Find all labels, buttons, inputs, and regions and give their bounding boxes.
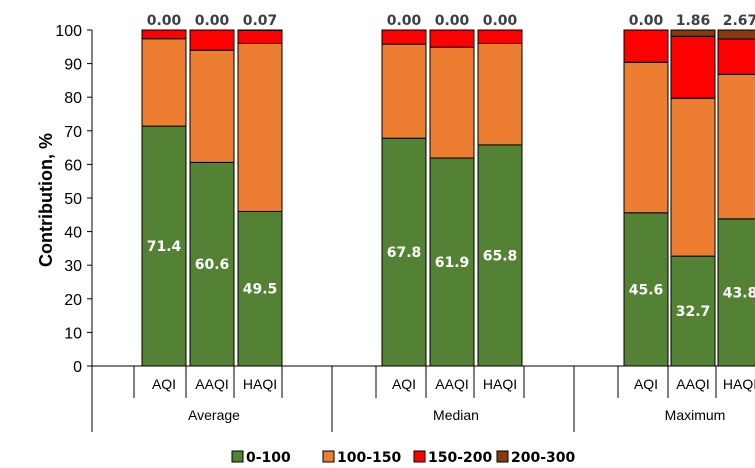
bar-segment-100-150 bbox=[237, 42, 283, 212]
data-label-inner: 32.7 bbox=[676, 304, 711, 320]
x-tick-label: AQI bbox=[392, 376, 416, 392]
bar-segment-100-150 bbox=[623, 61, 669, 214]
y-tick-label: 50 bbox=[64, 191, 82, 208]
bar-segment-150-200 bbox=[623, 29, 669, 63]
x-tick-label: AAQI bbox=[435, 376, 468, 392]
bar-segment-150-200 bbox=[477, 29, 523, 44]
y-axis: 0 10 20 30 40 50 60 70 80 90 100 bbox=[55, 23, 93, 376]
data-label-inner: 65.8 bbox=[483, 248, 518, 264]
data-label-top: 2.67 bbox=[723, 13, 755, 29]
x-tick-label: AAQI bbox=[195, 376, 228, 392]
x-tick-label: AQI bbox=[634, 376, 658, 392]
y-tick-label: 0 bbox=[73, 359, 82, 376]
legend: 0-100 100-150 150-200 200-300 bbox=[231, 450, 576, 466]
data-label-inner: 61.9 bbox=[435, 255, 470, 271]
data-label-inner: 67.8 bbox=[387, 245, 422, 261]
bar-segment-150-200 bbox=[381, 29, 427, 45]
bar-segment-100-150 bbox=[141, 38, 187, 127]
legend-label: 100-150 bbox=[337, 450, 402, 466]
bar-segment-0-100 bbox=[141, 125, 187, 367]
legend-swatch-200-300 bbox=[496, 450, 509, 463]
y-tick-label: 70 bbox=[64, 124, 82, 141]
bar-segment-100-150 bbox=[477, 42, 523, 146]
x-group-label: Average bbox=[188, 407, 240, 423]
legend-swatch-0-100 bbox=[231, 450, 244, 463]
legend-label: 0-100 bbox=[246, 450, 291, 466]
x-tick-label: HAQI bbox=[483, 376, 517, 392]
bar-segment-100-150 bbox=[189, 49, 235, 163]
y-tick-label: 20 bbox=[64, 292, 82, 309]
data-label-top: 0.07 bbox=[243, 13, 278, 29]
bar-segment-150-200 bbox=[429, 29, 475, 48]
bar-segment-200-300 bbox=[670, 29, 716, 37]
y-tick-label: 40 bbox=[64, 225, 82, 242]
bar-segment-100-150 bbox=[670, 97, 716, 257]
x-tick-label: HAQI bbox=[723, 376, 755, 392]
data-labels: 71.4 0.00 60.6 0.00 49.5 0.07 67.8 0.00 61.9 0.00… bbox=[147, 13, 755, 320]
data-label-top: 0.00 bbox=[195, 13, 230, 29]
x-tick-label: AAQI bbox=[676, 376, 709, 392]
bar-segment-150-200 bbox=[189, 29, 235, 51]
y-tick-label: 30 bbox=[64, 258, 82, 275]
legend-swatch-100-150 bbox=[322, 450, 335, 463]
bar-segment-150-200 bbox=[717, 38, 755, 75]
data-label-inner: 43.8 bbox=[723, 285, 755, 301]
bar-segment-150-200 bbox=[141, 29, 187, 40]
data-label-top: 0.00 bbox=[435, 13, 470, 29]
data-label-inner: 71.4 bbox=[147, 239, 182, 255]
legend-swatch-150-200 bbox=[413, 450, 426, 463]
data-label-top: 1.86 bbox=[676, 13, 711, 29]
bar-segment-0-100 bbox=[670, 255, 716, 367]
data-label-top: 0.00 bbox=[629, 13, 664, 29]
data-label-inner: 45.6 bbox=[629, 282, 664, 298]
x-axis: AQI AAQI HAQI AQI AAQI HAQI AQI AAQI HAQIAverage… bbox=[91, 365, 755, 432]
legend-label: 200-300 bbox=[511, 450, 576, 466]
x-tick-label: AQI bbox=[152, 376, 176, 392]
y-tick-label: 100 bbox=[55, 23, 82, 40]
bar-segment-200-300 bbox=[717, 29, 755, 40]
y-tick-label: 90 bbox=[64, 57, 82, 74]
y-tick-label: 80 bbox=[64, 90, 82, 107]
bar-segment-150-200 bbox=[670, 35, 716, 99]
data-label-top: 0.00 bbox=[147, 13, 182, 29]
y-tick-label: 10 bbox=[64, 325, 82, 342]
legend-label: 150-200 bbox=[428, 450, 493, 466]
bar-segment-100-150 bbox=[717, 73, 755, 220]
data-label-top: 0.00 bbox=[387, 13, 422, 29]
x-group-label: Maximum bbox=[665, 407, 726, 423]
y-tick-label: 60 bbox=[64, 157, 82, 174]
bar-segment-0-100 bbox=[623, 212, 669, 367]
bars bbox=[141, 29, 755, 367]
data-label-top: 0.00 bbox=[483, 13, 518, 29]
x-group-label: Median bbox=[433, 407, 479, 423]
data-label-inner: 60.6 bbox=[195, 257, 230, 273]
bar-segment-150-200 bbox=[237, 29, 283, 44]
bar-segment-100-150 bbox=[429, 46, 475, 159]
data-label-inner: 49.5 bbox=[243, 282, 278, 298]
x-tick-label: HAQI bbox=[243, 376, 277, 392]
y-axis-title: Contribution, % bbox=[36, 133, 56, 267]
bar-segment-100-150 bbox=[381, 43, 427, 139]
